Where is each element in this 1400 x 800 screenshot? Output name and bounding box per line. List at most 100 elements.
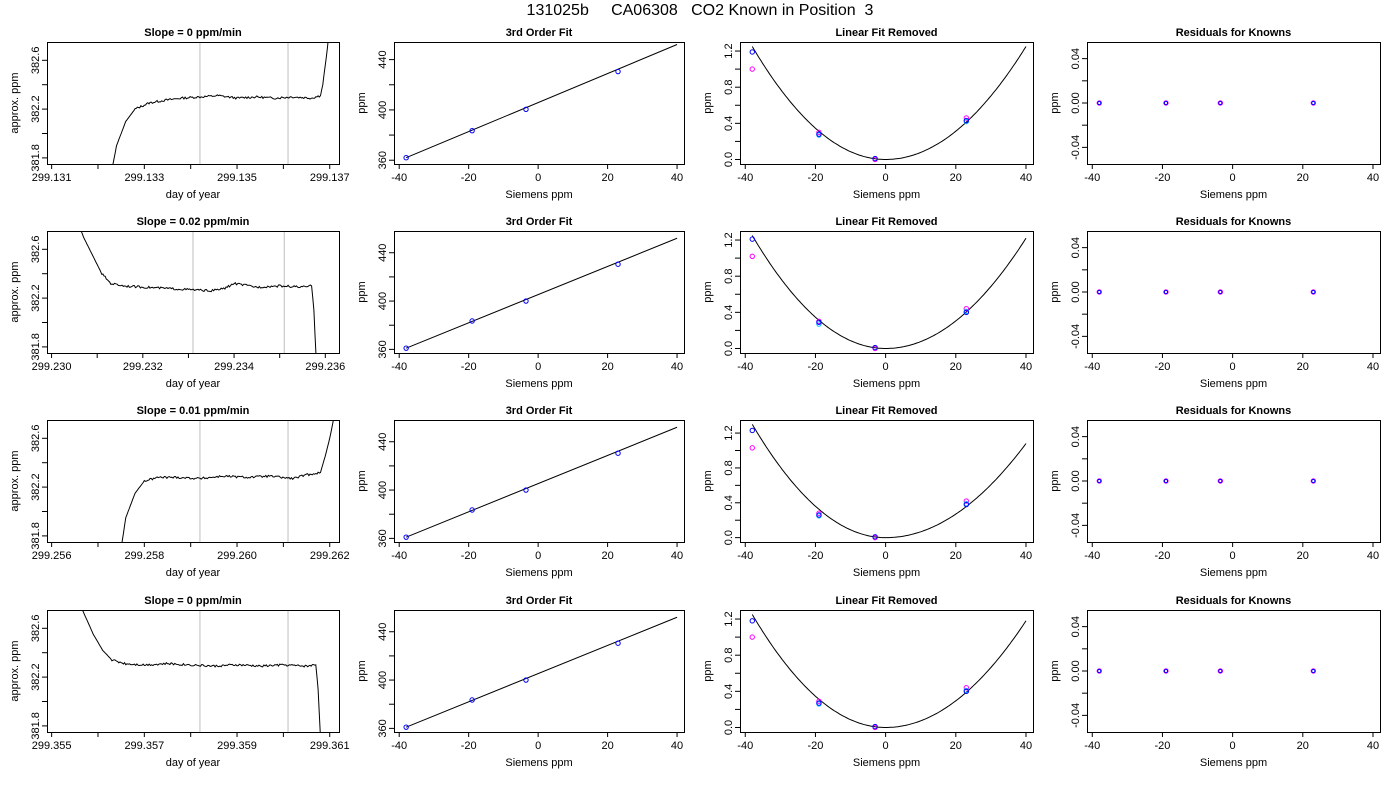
plot-area xyxy=(81,610,321,732)
y-tick-label: -0.04 xyxy=(1070,703,1082,728)
data-point xyxy=(403,534,409,540)
data-line xyxy=(112,42,329,164)
x-axis-label: Siemens ppm xyxy=(1200,567,1267,579)
data-point xyxy=(469,697,475,703)
data-point xyxy=(1096,668,1102,674)
x-tick-label: -20 xyxy=(807,550,823,562)
plot-area xyxy=(403,426,678,540)
x-tick-label: 299.355 xyxy=(32,740,72,752)
fit-line xyxy=(405,237,678,349)
x-tick-label: -40 xyxy=(1084,740,1100,752)
data-point xyxy=(1217,289,1224,295)
y-tick-label: 360 xyxy=(377,529,389,547)
y-tick-label: 0.4 xyxy=(723,116,735,131)
panel-title: Linear Fit Removed xyxy=(835,216,937,228)
x-tick-label: 40 xyxy=(1367,740,1379,752)
panel-r1c1: Slope = 0 ppm/min 299.131 299.133 299.135 29… xyxy=(9,27,350,201)
y-tick-label: 440 xyxy=(377,623,389,641)
plot-frame xyxy=(394,42,685,165)
x-tick-label: 299.359 xyxy=(217,740,257,752)
x-tick-label: 40 xyxy=(671,172,683,184)
data-point xyxy=(615,450,621,456)
data-line xyxy=(80,231,317,353)
y-tick-label: 0.0 xyxy=(723,341,735,356)
x-tick-label: 0 xyxy=(883,172,889,184)
data-point xyxy=(523,487,529,493)
plot-area xyxy=(749,614,1027,731)
data-point xyxy=(1311,668,1316,674)
data-point xyxy=(816,700,822,706)
plot-frame xyxy=(47,231,340,354)
y-tick-label: 0.8 xyxy=(723,648,735,663)
x-tick-label: 40 xyxy=(671,550,683,562)
panel-r1c4: Residuals for Knowns -40 -20 0 20 40 -0.04 0.00… xyxy=(1049,27,1381,201)
y-tick-label: 381.8 xyxy=(30,522,42,550)
y-tick-label: 0.04 xyxy=(1070,48,1082,69)
x-tick-label: 299.133 xyxy=(124,172,164,184)
fit-curve xyxy=(751,614,1027,728)
data-point xyxy=(1163,668,1169,674)
data-point xyxy=(1097,100,1102,106)
x-tick-label: -40 xyxy=(391,740,407,752)
x-tick-label: 299.234 xyxy=(214,361,254,373)
data-point xyxy=(816,131,822,137)
y-tick-label: 440 xyxy=(377,433,389,451)
y-tick-label: 382.2 xyxy=(30,663,42,691)
y-tick-label: 382.6 xyxy=(30,236,42,264)
data-point xyxy=(1217,668,1224,674)
x-axis-label: day of year xyxy=(166,189,221,201)
panel-r2c3: Linear Fit Removed -40 -20 0 20 40 0.0 0.4 0.8 1.… xyxy=(702,216,1034,390)
fit-line xyxy=(405,44,678,159)
x-tick-label: 20 xyxy=(601,550,613,562)
plot-frame xyxy=(1087,610,1381,733)
x-tick-label: 20 xyxy=(950,361,962,373)
data-point xyxy=(1310,289,1317,295)
panel-title: Slope = 0 ppm/min xyxy=(144,595,242,607)
x-tick-label: 20 xyxy=(950,550,962,562)
panel-r2c2: 3rd Order Fit -40 -20 0 20 40 360 400 440 Siemens… xyxy=(356,216,685,390)
data-point xyxy=(963,688,970,695)
x-axis-label: Siemens ppm xyxy=(505,189,572,201)
y-tick-label: 1.2 xyxy=(723,425,735,440)
y-tick-label: 0.8 xyxy=(723,80,735,95)
x-tick-label: 20 xyxy=(1297,172,1309,184)
y-axis-label: ppm xyxy=(1049,660,1061,681)
x-tick-label: -20 xyxy=(1154,740,1170,752)
x-tick-label: 20 xyxy=(950,740,962,752)
x-tick-label: 20 xyxy=(1297,361,1309,373)
plot-frame xyxy=(740,420,1034,543)
data-point xyxy=(963,309,970,316)
data-point xyxy=(1217,100,1224,106)
data-point xyxy=(816,698,822,704)
x-axis-label: Siemens ppm xyxy=(505,378,572,390)
plot-area xyxy=(749,424,1027,541)
data-point xyxy=(1311,289,1316,295)
data-point xyxy=(1096,478,1102,484)
data-point xyxy=(1163,100,1169,106)
data-point xyxy=(816,129,822,136)
plot-frame xyxy=(1087,231,1381,354)
y-axis-label: ppm xyxy=(702,281,714,302)
data-point xyxy=(615,640,621,646)
data-point xyxy=(615,68,621,75)
y-tick-label: 382.2 xyxy=(30,95,42,123)
data-point xyxy=(1310,100,1317,106)
x-axis-label: day of year xyxy=(166,757,221,769)
x-tick-label: -40 xyxy=(737,740,753,752)
data-point xyxy=(469,507,475,513)
data-point xyxy=(403,155,409,161)
y-tick-label: 0.4 xyxy=(723,495,735,510)
x-tick-label: 20 xyxy=(950,172,962,184)
data-point xyxy=(1218,478,1223,484)
plot-frame xyxy=(740,42,1034,165)
x-tick-label: 299.230 xyxy=(32,361,72,373)
data-point xyxy=(1311,100,1316,106)
x-tick-label: 20 xyxy=(1297,550,1309,562)
y-tick-label: 0.04 xyxy=(1070,237,1082,258)
data-point xyxy=(1097,289,1102,295)
y-tick-label: 0.04 xyxy=(1070,426,1082,447)
plot-area xyxy=(403,237,678,351)
plot-area xyxy=(121,420,334,542)
data-point xyxy=(1311,478,1316,484)
panel-title: 3rd Order Fit xyxy=(506,216,573,228)
